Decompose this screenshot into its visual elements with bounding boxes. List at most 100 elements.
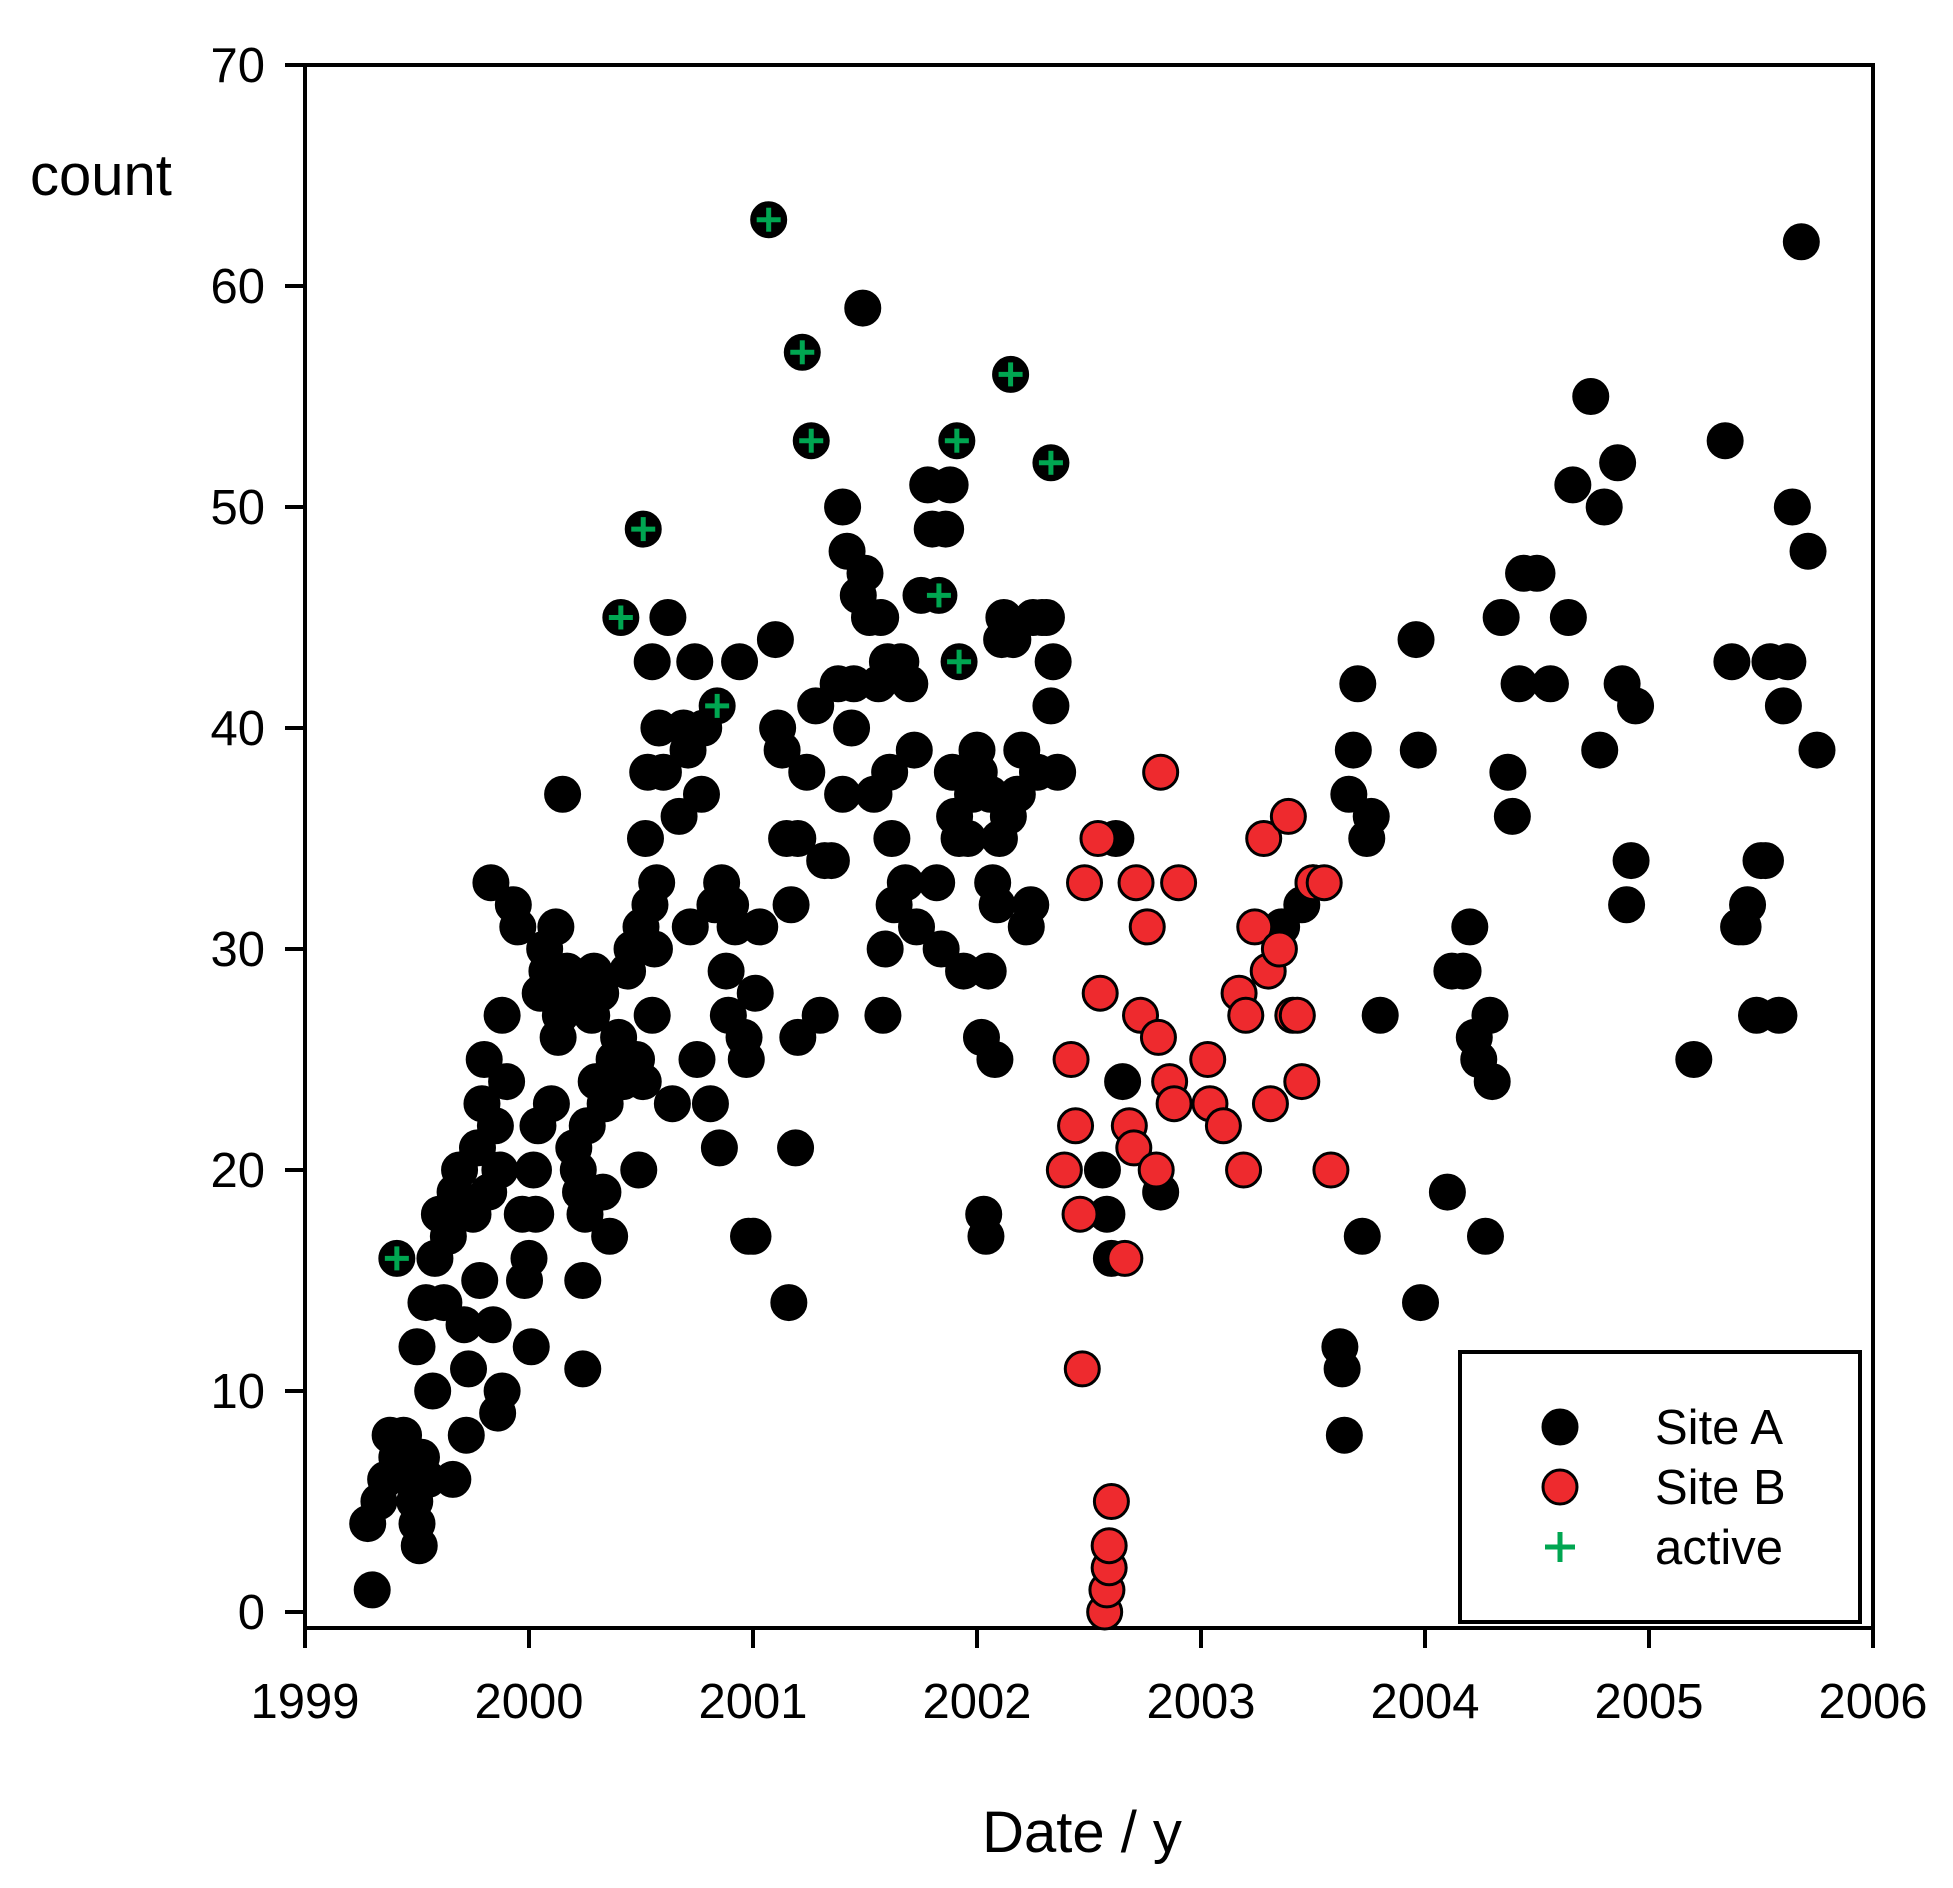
point-site-a [1402, 1284, 1440, 1322]
point-site-a [1746, 842, 1784, 880]
point-site-a [1444, 952, 1482, 990]
point-site-a [741, 908, 779, 946]
legend-box [1458, 1350, 1862, 1624]
point-site-a [700, 1129, 738, 1167]
point-site-a [434, 1460, 472, 1498]
point-site-a [949, 820, 987, 857]
point-site-a [499, 908, 537, 946]
point-active [750, 201, 788, 239]
point-site-a [1397, 621, 1435, 659]
point-site-b [1305, 864, 1343, 902]
point-site-b [1115, 1129, 1153, 1167]
point-site-b [1236, 908, 1274, 946]
point-site-a [644, 753, 682, 791]
legend-label-active: active [1655, 1521, 1783, 1575]
point-site-a [873, 820, 911, 857]
point-site-a [537, 908, 575, 946]
point-site-b [1057, 1107, 1095, 1145]
point-site-b [1269, 797, 1307, 835]
point-site-a [450, 1350, 488, 1388]
y-tick-label: 10 [210, 1365, 265, 1419]
point-site-a [707, 952, 745, 990]
point-site-a [1599, 444, 1637, 482]
point-site-b [1092, 1483, 1130, 1520]
point-site-a [1104, 1063, 1142, 1101]
legend-marker-site-b [1541, 1468, 1579, 1506]
point-active [992, 355, 1030, 393]
point-site-a [862, 599, 900, 636]
point-site-a [931, 466, 969, 504]
point-site-a [721, 643, 759, 681]
point-site-a [891, 665, 929, 703]
point-site-b [1081, 974, 1119, 1012]
legend-label-site-a: Site A [1655, 1401, 1783, 1455]
point-site-a [1428, 1173, 1466, 1211]
point-site-b [1245, 820, 1283, 857]
point-site-a [353, 1571, 391, 1609]
legend-marker-site-a [1541, 1408, 1579, 1446]
point-site-a [1706, 422, 1744, 460]
point-site-a [779, 820, 817, 857]
y-tick-label: 30 [210, 923, 265, 977]
point-site-a [1482, 599, 1520, 636]
legend: Site A Site B active [1458, 1350, 1862, 1624]
point-site-a [824, 488, 862, 526]
y-tick-label: 50 [210, 481, 265, 535]
point-site-b [1090, 1527, 1128, 1565]
point-site-a [1729, 886, 1767, 924]
point-site-a [398, 1328, 436, 1366]
point-site-a [1361, 996, 1399, 1034]
point-site-a [898, 908, 936, 946]
point-site-a [967, 1217, 1005, 1255]
point-site-a [633, 643, 671, 681]
point-site-a [864, 996, 902, 1034]
point-site-b [1052, 1041, 1090, 1078]
y-tick-label: 60 [210, 260, 265, 314]
point-site-a [633, 996, 671, 1034]
point-site-a [691, 1085, 729, 1123]
point-site-b [1079, 820, 1117, 857]
point-active [1032, 444, 1070, 482]
point-site-a [772, 886, 810, 924]
point-site-a [476, 1107, 514, 1145]
point-site-a [1466, 1217, 1504, 1255]
point-site-a [927, 510, 965, 548]
point-site-a [1034, 643, 1072, 681]
point-active [624, 510, 662, 548]
point-site-a [844, 289, 882, 327]
point-active [602, 599, 640, 636]
point-site-a [1612, 842, 1650, 880]
point-site-a [1343, 1217, 1381, 1255]
y-axis-title: count [30, 143, 172, 208]
point-site-b [1061, 1195, 1099, 1233]
point-site-a [653, 1085, 691, 1123]
point-site-a [649, 599, 687, 636]
point-site-a [812, 842, 850, 880]
point-site-a [682, 775, 720, 813]
y-tick-label: 0 [238, 1586, 265, 1640]
point-site-a [1798, 731, 1836, 769]
point-active [938, 422, 976, 460]
x-tick-label: 2006 [1818, 1675, 1927, 1729]
point-site-a [1764, 687, 1802, 725]
point-site-b [1142, 753, 1180, 791]
point-site-a [1352, 797, 1390, 835]
point-site-b [1066, 864, 1104, 902]
point-site-a [1032, 687, 1070, 725]
legend-label-site-b: Site B [1655, 1461, 1786, 1515]
point-site-b [1139, 1018, 1177, 1056]
point-site-a [400, 1527, 438, 1565]
point-site-a [777, 1129, 815, 1167]
point-active [940, 643, 978, 681]
point-site-a [1554, 466, 1592, 504]
point-site-b [1128, 908, 1166, 946]
point-site-a [620, 1151, 658, 1189]
point-site-a [584, 1173, 622, 1211]
point-site-a [1617, 687, 1655, 725]
point-site-b [1227, 996, 1265, 1034]
point-site-a [1027, 599, 1065, 636]
point-site-b [1063, 1350, 1101, 1388]
series-site-b [1045, 753, 1350, 1631]
point-site-a [472, 864, 510, 902]
point-site-b [1155, 1085, 1193, 1123]
